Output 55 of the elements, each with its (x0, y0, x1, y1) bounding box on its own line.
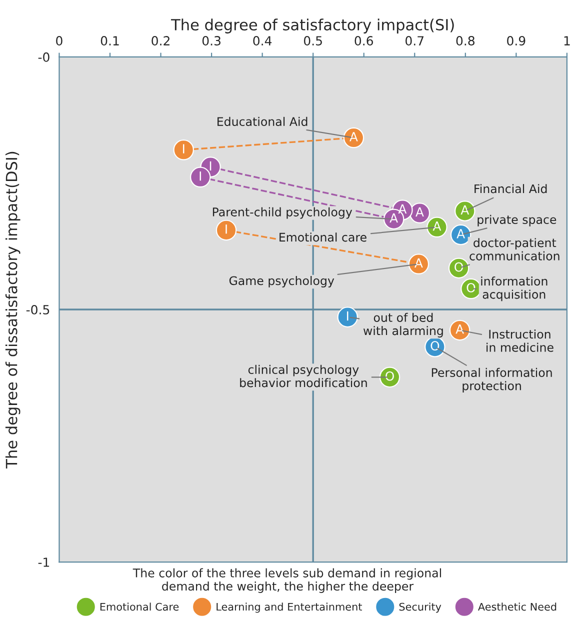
data-label: O (454, 262, 464, 272)
x-tick-label: 0.9 (507, 36, 526, 46)
data-label: A (398, 204, 407, 214)
point (190, 166, 211, 188)
legend-label: Emotional Care (100, 602, 179, 611)
annotation: out of bed with alarming (363, 312, 443, 338)
annotation: clinical psychology behavior modification (240, 364, 367, 388)
data-label: A (456, 229, 466, 238)
legend-label: Learning and Entertainment (216, 602, 362, 613)
data-label: A (350, 132, 358, 142)
point (173, 140, 194, 160)
data-label: I (183, 144, 184, 154)
data-label: A (456, 324, 464, 334)
data-label: A (414, 258, 423, 268)
data-label: A (390, 213, 398, 223)
x-tick-label: 0.4 (253, 36, 272, 46)
data-label: A (416, 207, 424, 216)
y-tick-label: -0 (38, 52, 50, 62)
point (216, 220, 237, 241)
legend-label: Aesthetic Need (478, 602, 556, 611)
data-label: A (432, 222, 442, 231)
annotation: doctor-patient communication (470, 238, 560, 260)
annotation: information acquisition (481, 276, 548, 302)
x-tick-label: 0.5 (304, 36, 322, 46)
data-label: O (466, 282, 476, 292)
legend-label: Security (399, 602, 442, 613)
x-tick-label: 0.3 (202, 36, 220, 46)
x-tick-label: 0.6 (354, 36, 374, 46)
data-label: O (430, 341, 440, 351)
x-tick-label: 0.1 (100, 36, 119, 46)
x-tick-label: 1 (564, 36, 570, 46)
annotation: Parent-child psychology (212, 207, 352, 219)
data-label: I (210, 161, 212, 171)
annotation: Emotional care (280, 232, 366, 242)
data-label: A (460, 205, 470, 214)
data-label: I (346, 311, 348, 321)
y-tick-label: -0.5 (26, 304, 50, 314)
data-label: O (386, 371, 394, 381)
data-label: I (226, 224, 227, 234)
x-tick-label: 0.2 (152, 36, 170, 46)
annotation: Financial Aid (474, 184, 547, 194)
annotation: Instruction in medicine (486, 330, 554, 352)
data-label: I (200, 172, 201, 181)
annotation: Educational Aid (218, 116, 308, 126)
x-tick-label: 0.7 (406, 36, 424, 46)
text: The color of the three levels sub demand in regional demand the weight, the higher the deeper (132, 568, 441, 593)
annotation: private space (478, 214, 556, 226)
annotation: Personal information protection (432, 368, 552, 393)
y-tick-label: -1 (38, 558, 50, 567)
y-axis-title: The degree of dissatisfactory impact(DSI) (5, 152, 20, 468)
point (337, 306, 358, 328)
x-tick-label: 0.8 (456, 36, 474, 46)
x-axis-title: The degree of satisfactory impact(SI) (170, 18, 454, 34)
annotation: Game psychology (229, 276, 334, 288)
x-tick-label: 0 (56, 36, 62, 46)
